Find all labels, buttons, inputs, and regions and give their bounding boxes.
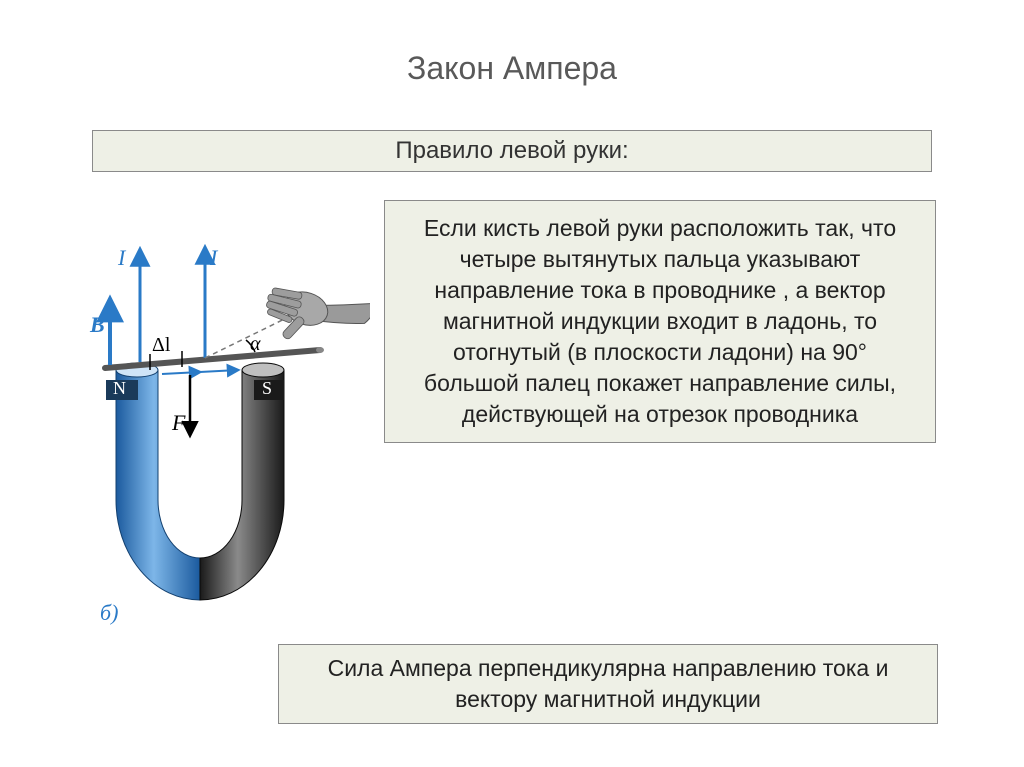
label-dl: Δl (152, 334, 170, 357)
label-I-right: I (210, 245, 217, 271)
conductor-wire (105, 350, 320, 368)
footnote-box: Сила Ампера перпендикулярна направлению … (278, 644, 938, 724)
label-I-left: I (118, 245, 125, 271)
label-F: F (172, 410, 185, 436)
physics-diagram: I I B Δl α N S F б) (50, 200, 370, 640)
footnote-text: Сила Ампера перпендикулярна направлению … (328, 655, 889, 712)
page-title: Закон Ампера (0, 0, 1024, 117)
label-S: S (262, 378, 272, 399)
magnet-n-pole (116, 370, 200, 600)
rule-box: Если кисть левой руки расположить так, ч… (384, 200, 936, 443)
rule-text: Если кисть левой руки расположить так, ч… (424, 215, 896, 427)
b-arrow-1 (162, 372, 200, 374)
subtitle-text: Правило левой руки: (395, 137, 628, 164)
magnet-s-pole (200, 370, 284, 600)
b-arrow-2 (200, 370, 238, 372)
label-panel: б) (100, 600, 118, 626)
label-B: B (90, 312, 105, 338)
label-alpha: α (250, 333, 261, 356)
subtitle-box: Правило левой руки: (92, 130, 932, 172)
wire-end (316, 347, 324, 353)
label-N: N (113, 378, 126, 399)
s-pole-top (242, 363, 284, 377)
